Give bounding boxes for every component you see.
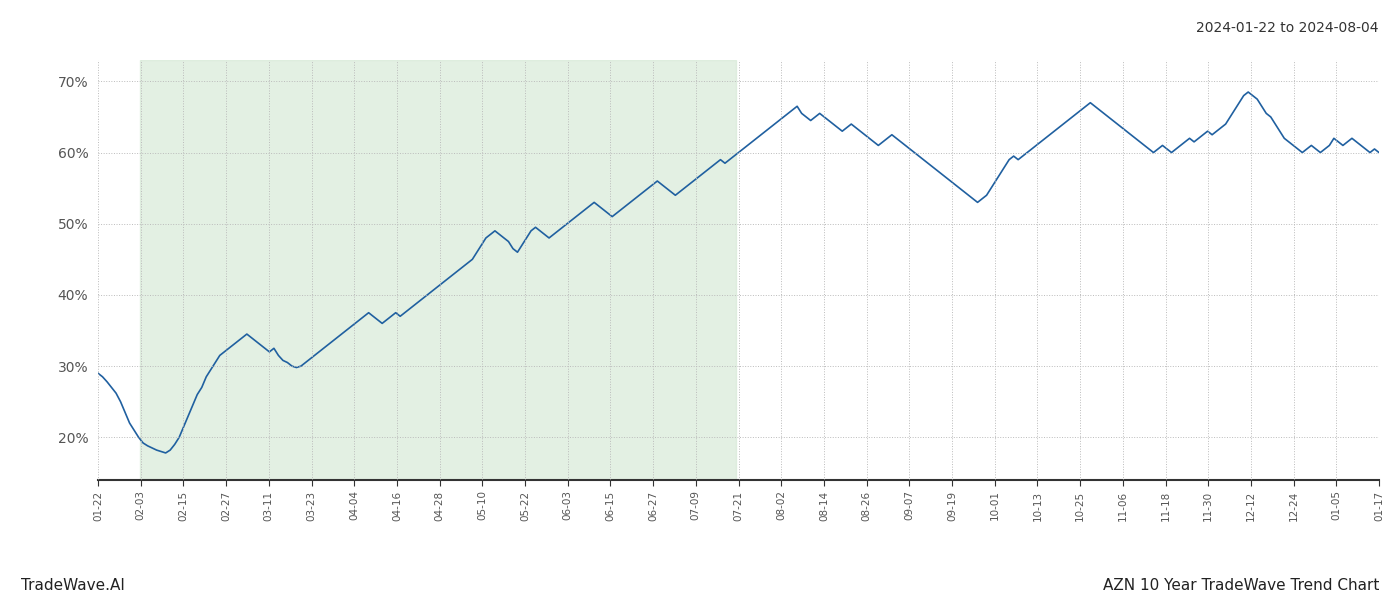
Bar <box>140 60 736 480</box>
Text: TradeWave.AI: TradeWave.AI <box>21 578 125 593</box>
Text: 2024-01-22 to 2024-08-04: 2024-01-22 to 2024-08-04 <box>1197 21 1379 35</box>
Text: AZN 10 Year TradeWave Trend Chart: AZN 10 Year TradeWave Trend Chart <box>1103 578 1379 593</box>
